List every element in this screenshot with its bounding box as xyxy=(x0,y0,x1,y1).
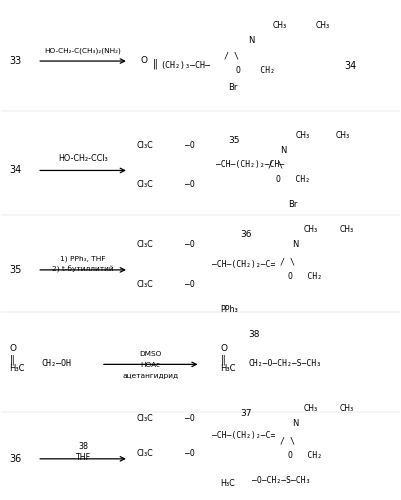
Text: CH₃: CH₃ xyxy=(340,404,354,413)
Text: Br: Br xyxy=(288,200,298,209)
Text: HO-CH₂-CCl₃: HO-CH₂-CCl₃ xyxy=(58,154,108,163)
Text: 33: 33 xyxy=(9,56,22,66)
Text: ‖: ‖ xyxy=(221,354,225,365)
Text: DMSO: DMSO xyxy=(140,351,162,357)
Text: O: O xyxy=(141,56,148,65)
Text: —CH—(CH₂)₂—CH—: —CH—(CH₂)₂—CH— xyxy=(217,160,285,170)
Text: CH₃: CH₃ xyxy=(304,404,318,413)
Text: O: O xyxy=(9,344,16,354)
Text: / \: / \ xyxy=(280,258,295,266)
Text: O   CH₂: O CH₂ xyxy=(276,176,310,184)
Text: —O: —O xyxy=(184,280,194,289)
Text: 2) t-бутиллитий: 2) t-бутиллитий xyxy=(52,266,114,274)
Text: —CH—(CH₂)₂—C=: —CH—(CH₂)₂—C= xyxy=(213,260,276,269)
Text: 34: 34 xyxy=(9,166,22,175)
Text: CH₃: CH₃ xyxy=(316,22,330,30)
Text: 35: 35 xyxy=(9,265,22,275)
Text: N: N xyxy=(292,240,298,249)
Text: 36: 36 xyxy=(240,230,252,239)
Text: ацетангидрид: ацетангидрид xyxy=(123,373,179,379)
Text: CH₂—O—CH₂—S—CH₃: CH₂—O—CH₂—S—CH₃ xyxy=(248,360,322,368)
Text: —CH—(CH₂)₂—C=: —CH—(CH₂)₂—C= xyxy=(213,432,276,440)
Text: Cl₃C: Cl₃C xyxy=(137,414,154,423)
Text: (CH₂)₃—CH—: (CH₂)₃—CH— xyxy=(161,61,211,70)
Text: CH₃: CH₃ xyxy=(336,130,350,140)
Text: / \: / \ xyxy=(268,160,283,170)
Text: 38: 38 xyxy=(248,330,260,338)
Text: 37: 37 xyxy=(240,409,252,418)
Text: PPh₃: PPh₃ xyxy=(221,304,238,314)
Text: CH₃: CH₃ xyxy=(340,225,354,234)
Text: H₃C: H₃C xyxy=(221,364,236,374)
Text: ‖: ‖ xyxy=(153,58,158,69)
Text: N: N xyxy=(248,36,255,45)
Text: Cl₃C: Cl₃C xyxy=(137,240,154,249)
Text: CH₃: CH₃ xyxy=(296,130,310,140)
Text: 36: 36 xyxy=(9,454,22,464)
Text: HO-CH₂-C(CH₃)₂(NH₂): HO-CH₂-C(CH₃)₂(NH₂) xyxy=(45,47,122,54)
Text: 34: 34 xyxy=(344,61,356,71)
Text: CH₃: CH₃ xyxy=(304,225,318,234)
Text: HOAc: HOAc xyxy=(141,362,161,368)
Text: ‖: ‖ xyxy=(9,354,14,365)
Text: H₃C: H₃C xyxy=(221,478,235,488)
Text: —O: —O xyxy=(184,140,194,149)
Text: 38: 38 xyxy=(78,442,88,452)
Text: CH₂—OH: CH₂—OH xyxy=(41,360,71,368)
Text: / \: / \ xyxy=(225,51,239,60)
Text: Cl₃C: Cl₃C xyxy=(137,180,154,190)
Text: H₃C: H₃C xyxy=(9,364,25,374)
Text: Cl₃C: Cl₃C xyxy=(137,140,154,149)
Text: O    CH₂: O CH₂ xyxy=(236,66,275,75)
Text: N: N xyxy=(292,419,298,428)
Text: THF: THF xyxy=(75,454,91,462)
Text: —O—CH₂—S—CH₃: —O—CH₂—S—CH₃ xyxy=(252,476,311,485)
Text: —O: —O xyxy=(184,414,194,423)
Text: Cl₃C: Cl₃C xyxy=(137,449,154,458)
Text: —O: —O xyxy=(184,180,194,190)
Text: / \: / \ xyxy=(280,436,295,446)
Text: O   CH₂: O CH₂ xyxy=(288,452,322,460)
Text: N: N xyxy=(280,146,287,154)
Text: 1) PPh₃, THF: 1) PPh₃, THF xyxy=(60,256,106,262)
Text: —O: —O xyxy=(184,240,194,249)
Text: Cl₃C: Cl₃C xyxy=(137,280,154,289)
Text: 35: 35 xyxy=(229,136,240,144)
Text: Br: Br xyxy=(229,84,238,92)
Text: —O: —O xyxy=(184,449,194,458)
Text: CH₃: CH₃ xyxy=(272,22,286,30)
Text: O: O xyxy=(221,344,227,354)
Text: O   CH₂: O CH₂ xyxy=(288,272,322,281)
